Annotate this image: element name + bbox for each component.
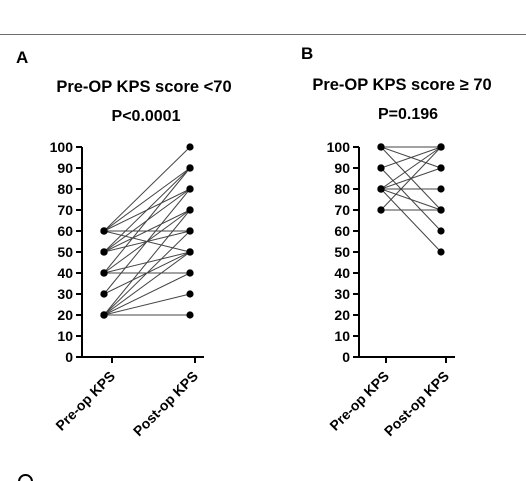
post-point-a-20 xyxy=(186,311,194,319)
y-tick-label-a-50: 50 xyxy=(57,244,73,260)
y-tick-label-b-90: 90 xyxy=(334,160,350,176)
post-point-b-4 xyxy=(437,227,445,235)
pair-line-a-15 xyxy=(103,209,191,316)
y-tick-label-a-100: 100 xyxy=(50,139,74,155)
pair-line-b-3 xyxy=(380,146,442,169)
pair-line-a-17 xyxy=(103,251,191,316)
y-tick-label-b-100: 100 xyxy=(327,139,351,155)
pre-point-a-14 xyxy=(100,290,108,298)
x-tick-label-b-1: Post-op KPS xyxy=(381,368,452,439)
pair-line-b-9 xyxy=(380,188,442,253)
pair-line-b-8 xyxy=(380,188,442,211)
panel-b-title: Pre-OP KPS score ≥ 70 xyxy=(312,76,492,94)
pre-point-b-11 xyxy=(377,206,385,214)
pair-line-b-10 xyxy=(380,146,442,211)
y-tick-label-a-30: 30 xyxy=(57,286,73,302)
post-point-b-9 xyxy=(437,248,445,256)
pair-line-a-7 xyxy=(103,209,191,253)
y-tick-label-b-20: 20 xyxy=(334,307,350,323)
top-divider xyxy=(0,34,526,35)
y-tick-label-a-0: 0 xyxy=(65,349,73,365)
y-tick-label-a-20: 20 xyxy=(57,307,73,323)
y-tick-label-a-10: 10 xyxy=(57,328,73,344)
pair-line-a-19 xyxy=(103,293,191,316)
post-point-a-13 xyxy=(186,185,194,193)
y-tick-label-a-90: 90 xyxy=(57,160,73,176)
y-tick-label-a-60: 60 xyxy=(57,223,73,239)
y-tick-label-b-80: 80 xyxy=(334,181,350,197)
post-point-b-6 xyxy=(437,164,445,172)
post-point-a-19 xyxy=(186,290,194,298)
post-point-b-7 xyxy=(437,185,445,193)
pair-line-a-13 xyxy=(103,188,191,295)
post-point-a-17 xyxy=(186,248,194,256)
post-point-b-10 xyxy=(437,143,445,151)
panel-b-p-value: P=0.196 xyxy=(377,106,439,123)
pair-line-b-5 xyxy=(380,146,442,190)
cropped-next-panel-fragment xyxy=(14,470,36,481)
post-point-a-0 xyxy=(186,143,194,151)
post-point-b-11 xyxy=(437,206,445,214)
pre-point-a-4 xyxy=(100,227,108,235)
pre-point-b-2 xyxy=(377,143,385,151)
pair-line-a-9 xyxy=(103,167,191,274)
y-tick-label-b-0: 0 xyxy=(342,349,350,365)
panel-a-title: Pre-OP KPS score <70 xyxy=(56,78,232,96)
y-tick-label-a-70: 70 xyxy=(57,202,73,218)
pair-line-a-18 xyxy=(103,272,191,316)
panel-b-letter: B xyxy=(301,44,314,63)
post-point-a-18 xyxy=(186,269,194,277)
y-tick-label-b-70: 70 xyxy=(334,202,350,218)
pre-point-b-4 xyxy=(377,164,385,172)
y-tick-label-a-80: 80 xyxy=(57,181,73,197)
x-tick-label-b-0: Pre-op KPS xyxy=(326,368,392,434)
pre-point-a-20 xyxy=(100,311,108,319)
post-point-a-9 xyxy=(186,164,194,172)
y-tick-label-b-50: 50 xyxy=(334,244,350,260)
y-tick-label-b-60: 60 xyxy=(334,223,350,239)
pair-line-a-0 xyxy=(103,146,191,232)
pair-line-a-16 xyxy=(103,230,191,316)
panel-a-letter: A xyxy=(16,48,29,67)
panel-a-p-value: P<0.0001 xyxy=(111,108,181,125)
pre-point-a-8 xyxy=(100,248,108,256)
pre-point-b-9 xyxy=(377,185,385,193)
y-tick-label-b-10: 10 xyxy=(334,328,350,344)
y-tick-label-a-40: 40 xyxy=(57,265,73,281)
y-tick-label-b-40: 40 xyxy=(334,265,350,281)
post-point-a-16 xyxy=(186,227,194,235)
pre-point-a-12 xyxy=(100,269,108,277)
pair-line-a-5 xyxy=(103,167,191,253)
y-tick-label-b-30: 30 xyxy=(334,286,350,302)
post-point-a-15 xyxy=(186,206,194,214)
pair-line-a-1 xyxy=(103,167,191,232)
